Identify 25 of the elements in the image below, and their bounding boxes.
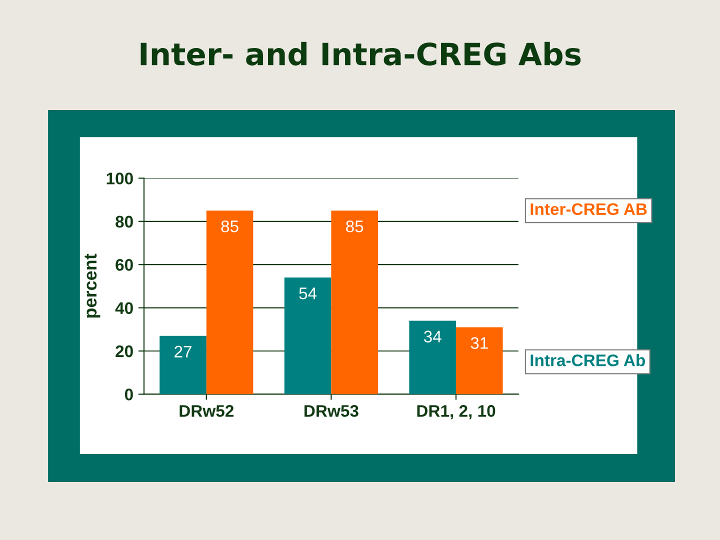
- data-label: 85: [221, 220, 238, 232]
- data-label: 31: [470, 337, 488, 349]
- y-tick-label: 100: [106, 172, 133, 184]
- bar: [456, 327, 503, 394]
- y-tick-label: 80: [116, 216, 133, 228]
- chart-title: Inter- and Intra-CREG Abs: [140, 42, 581, 66]
- bar: [284, 278, 332, 394]
- bar: [206, 210, 254, 394]
- data-label: 34: [424, 330, 442, 342]
- data-label: 27: [174, 346, 192, 358]
- data-label: 85: [346, 220, 364, 232]
- text: Intra-CREG Ab: [530, 354, 645, 366]
- y-tick-label: 60: [116, 259, 133, 271]
- bar: [160, 336, 206, 394]
- x-tick-label: DRw53: [304, 405, 358, 417]
- bar: [331, 210, 378, 394]
- y-axis-title: percent: [84, 254, 100, 318]
- x-tick-label: DRw52: [180, 405, 234, 417]
- x-tick-label: DR1, 2, 10: [417, 405, 496, 420]
- y-tick-label: 20: [116, 345, 133, 358]
- data-label: 54: [299, 288, 317, 300]
- bar: [409, 320, 456, 394]
- y-tick-label: 40: [115, 302, 133, 314]
- y-tick-label: 0: [124, 388, 133, 400]
- text: Inter-CREG AB: [530, 203, 647, 216]
